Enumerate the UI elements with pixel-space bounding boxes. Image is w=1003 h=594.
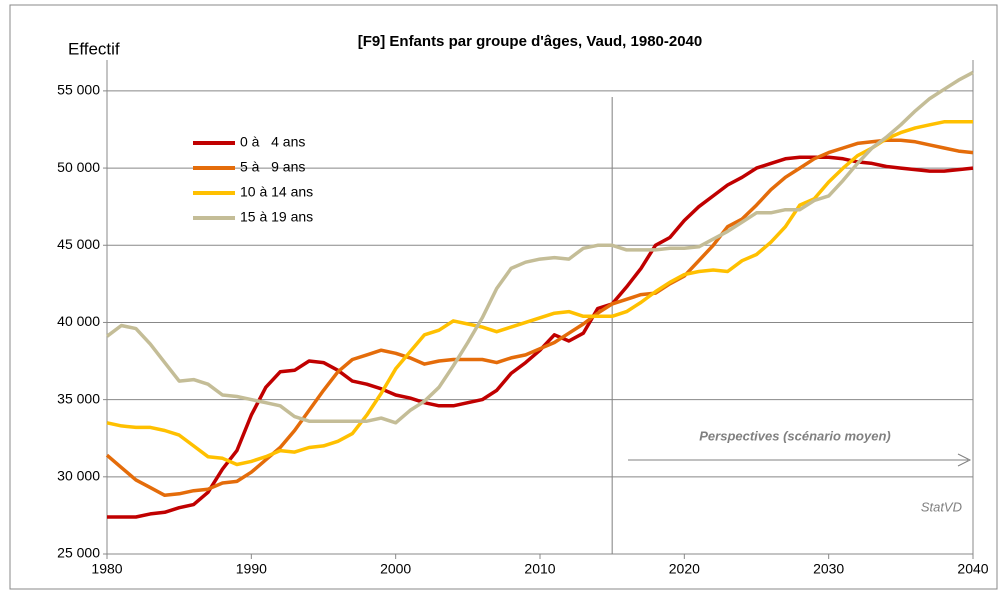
x-tick-label: 2010 <box>524 561 555 577</box>
series-line <box>105 70 974 425</box>
legend-label: 10 à 14 ans <box>240 184 313 200</box>
x-tick-label: 2020 <box>669 561 700 577</box>
y-tick-label: 30 000 <box>57 468 100 484</box>
y-tick-label: 45 000 <box>57 236 100 252</box>
y-tick-label: 50 000 <box>57 159 100 175</box>
y-tick-label: 35 000 <box>57 390 100 406</box>
y-tick-label: 55 000 <box>57 82 100 98</box>
chart-title: [F9] Enfants par groupe d'âges, Vaud, 19… <box>358 33 703 50</box>
series-line <box>106 120 973 467</box>
annotation: Perspectives (scénario moyen) <box>699 428 890 443</box>
x-tick-label: 2030 <box>813 561 844 577</box>
arrow <box>628 453 972 467</box>
y-axis-label: Effectif <box>68 39 120 58</box>
x-tick-label: 2040 <box>957 561 988 577</box>
legend-label: 15 à 19 ans <box>240 209 313 225</box>
chart-frame <box>9 4 998 590</box>
legend-label: 5 à 9 ans <box>240 159 305 175</box>
series-line <box>105 138 974 498</box>
x-tick-label: 1990 <box>236 561 267 577</box>
x-tick-label: 2000 <box>380 561 411 577</box>
source: StatVD <box>921 499 962 514</box>
y-tick-label: 25 000 <box>57 545 100 561</box>
legend-label: 0 à 4 ans <box>240 134 305 150</box>
y-tick-label: 40 000 <box>57 313 100 329</box>
x-tick-label: 1980 <box>91 561 122 577</box>
